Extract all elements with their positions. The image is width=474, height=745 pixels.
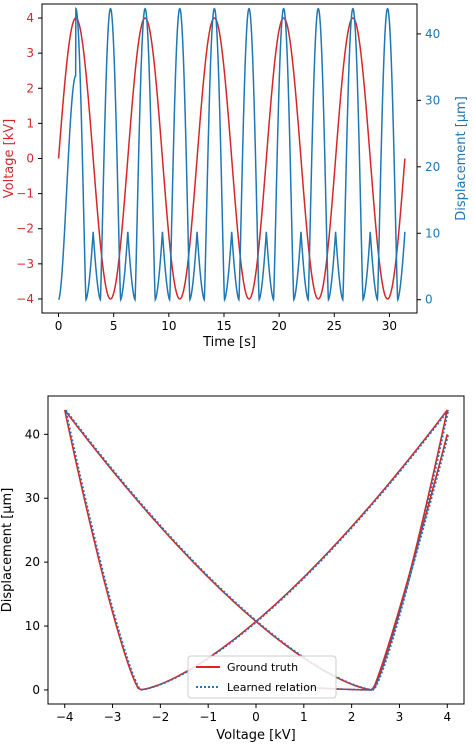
top-displacement-series [58,7,406,303]
top-ytick-left-label: −4 [16,292,34,306]
top-ytick-right-label: 0 [425,293,433,307]
top-chart: 0 5 10 15 20 25 30 −4 −3 −2 −1 0 1 2 3 4 0 10 20 30 40 Tim… [2,3,469,350]
top-ytick-right-label: 10 [425,226,440,240]
bottom-ytick-label: 20 [25,555,40,569]
legend-label-learned-relation: Learned relation [227,681,317,694]
top-xtick-label: 20 [271,319,286,333]
bottom-xtick-label: −3 [104,710,122,724]
top-xtick-label: 15 [216,319,231,333]
top-ytick-left-label: 1 [26,116,34,130]
learned-relation-branch-0 [281,434,450,691]
top-plot-area [41,3,418,314]
top-ytick-left-label: −3 [16,257,34,271]
top-ylabel-right: Displacement [μm] [454,96,469,221]
learned-relation-branch-2 [65,409,450,691]
top-ytick-left-label: 3 [26,46,34,60]
top-ytick-right-label: 40 [425,27,440,41]
bottom-ylabel: Displacement [μm] [0,488,15,613]
bottom-xtick-label: −2 [152,710,170,724]
bottom-xtick-label: 4 [443,710,451,724]
bottom-ytick-label: 10 [25,619,40,633]
top-xtick-label: 25 [327,319,342,333]
top-ytick-left-label: 0 [26,152,34,166]
bottom-ytick-label: 30 [25,491,40,505]
ground-truth-branch-0 [279,434,449,691]
top-ytick-left-label: 4 [26,11,34,25]
top-xtick-label: 10 [161,319,176,333]
legend-label-ground-truth: Ground truth [227,661,298,674]
bottom-xtick-label: 1 [300,710,308,724]
legend: Ground truth Learned relation [187,655,337,699]
bottom-xlabel: Voltage [kV] [216,728,295,743]
bottom-xtick-label: −4 [56,710,74,724]
bottom-chart: −4 −3 −2 −1 0 1 2 3 4 0 10 20 30 40 Voltage [kV] Dis… [0,395,465,743]
top-ylabel-left: Voltage [kV] [2,119,17,198]
top-xtick-label: 30 [382,319,397,333]
top-ytick-right-label: 30 [425,93,440,107]
bottom-xtick-label: 2 [348,710,356,724]
top-voltage-series [57,17,406,300]
top-ytick-left-label: −2 [16,222,34,236]
bottom-xtick-label: 3 [396,710,404,724]
bottom-ytick-label: 0 [32,683,40,697]
top-ytick-left-label: 2 [26,81,34,95]
legend-box [187,655,337,699]
bottom-xtick-label: −1 [199,710,217,724]
bottom-xtick-label: 0 [252,710,260,724]
top-xtick-label: 5 [110,319,118,333]
top-xlabel: Time [s] [202,335,256,350]
bottom-ytick-label: 40 [25,427,40,441]
top-ytick-left-label: −1 [16,187,34,201]
top-ytick-right-label: 20 [425,160,440,174]
top-xtick-label: 0 [55,319,63,333]
